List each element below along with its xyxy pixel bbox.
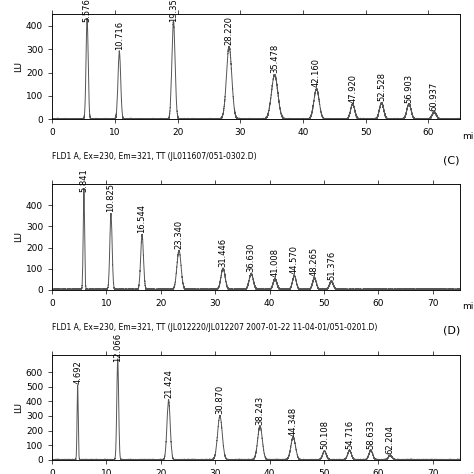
Text: 35.478: 35.478 xyxy=(270,44,279,73)
Text: 4.692: 4.692 xyxy=(73,360,82,384)
Text: 60.937: 60.937 xyxy=(430,82,439,111)
Text: 42.160: 42.160 xyxy=(312,58,321,87)
Text: FLD1 A, Ex=230, Em=321, TT (JL012220/JL012207 2007-01-22 11-04-01/051-0201.D): FLD1 A, Ex=230, Em=321, TT (JL012220/JL0… xyxy=(52,323,377,332)
Text: 44.570: 44.570 xyxy=(290,246,299,274)
Text: 28.220: 28.220 xyxy=(225,16,234,46)
Text: 52.528: 52.528 xyxy=(377,73,386,101)
Text: FLD1 A, Ex=230, Em=321, TT (JL011607/051-0302.D): FLD1 A, Ex=230, Em=321, TT (JL011607/051… xyxy=(52,152,257,161)
Text: 10.825: 10.825 xyxy=(107,183,116,212)
Text: min: min xyxy=(462,302,474,311)
Text: 31.446: 31.446 xyxy=(219,238,228,267)
Text: 12.066: 12.066 xyxy=(113,333,122,362)
Text: 16.544: 16.544 xyxy=(137,204,146,233)
Text: 44.348: 44.348 xyxy=(289,407,298,436)
Y-axis label: LU: LU xyxy=(14,231,23,243)
Text: 38.243: 38.243 xyxy=(255,395,264,425)
Text: 5.841: 5.841 xyxy=(79,168,88,192)
Text: 10.716: 10.716 xyxy=(115,21,124,50)
Text: 47.920: 47.920 xyxy=(348,73,357,102)
Text: 50.108: 50.108 xyxy=(320,420,329,449)
Text: min: min xyxy=(462,132,474,141)
Y-axis label: LU: LU xyxy=(14,402,23,413)
Text: 56.903: 56.903 xyxy=(404,73,413,102)
Text: 41.008: 41.008 xyxy=(271,248,280,277)
Text: 19.350: 19.350 xyxy=(169,0,178,22)
Text: 48.265: 48.265 xyxy=(310,247,319,276)
Text: 5.576: 5.576 xyxy=(82,0,91,22)
Text: 58.633: 58.633 xyxy=(366,419,375,449)
Text: min: min xyxy=(462,473,474,474)
Text: 36.630: 36.630 xyxy=(247,243,256,272)
Text: 21.424: 21.424 xyxy=(164,370,173,398)
Y-axis label: LU: LU xyxy=(14,61,23,72)
Text: 30.870: 30.870 xyxy=(215,385,224,414)
Text: 54.716: 54.716 xyxy=(345,419,354,449)
Text: 51.376: 51.376 xyxy=(327,250,336,280)
Text: 23.340: 23.340 xyxy=(174,220,183,249)
Text: (C): (C) xyxy=(443,155,460,165)
Text: (D): (D) xyxy=(443,326,460,336)
Text: 62.204: 62.204 xyxy=(386,425,395,454)
